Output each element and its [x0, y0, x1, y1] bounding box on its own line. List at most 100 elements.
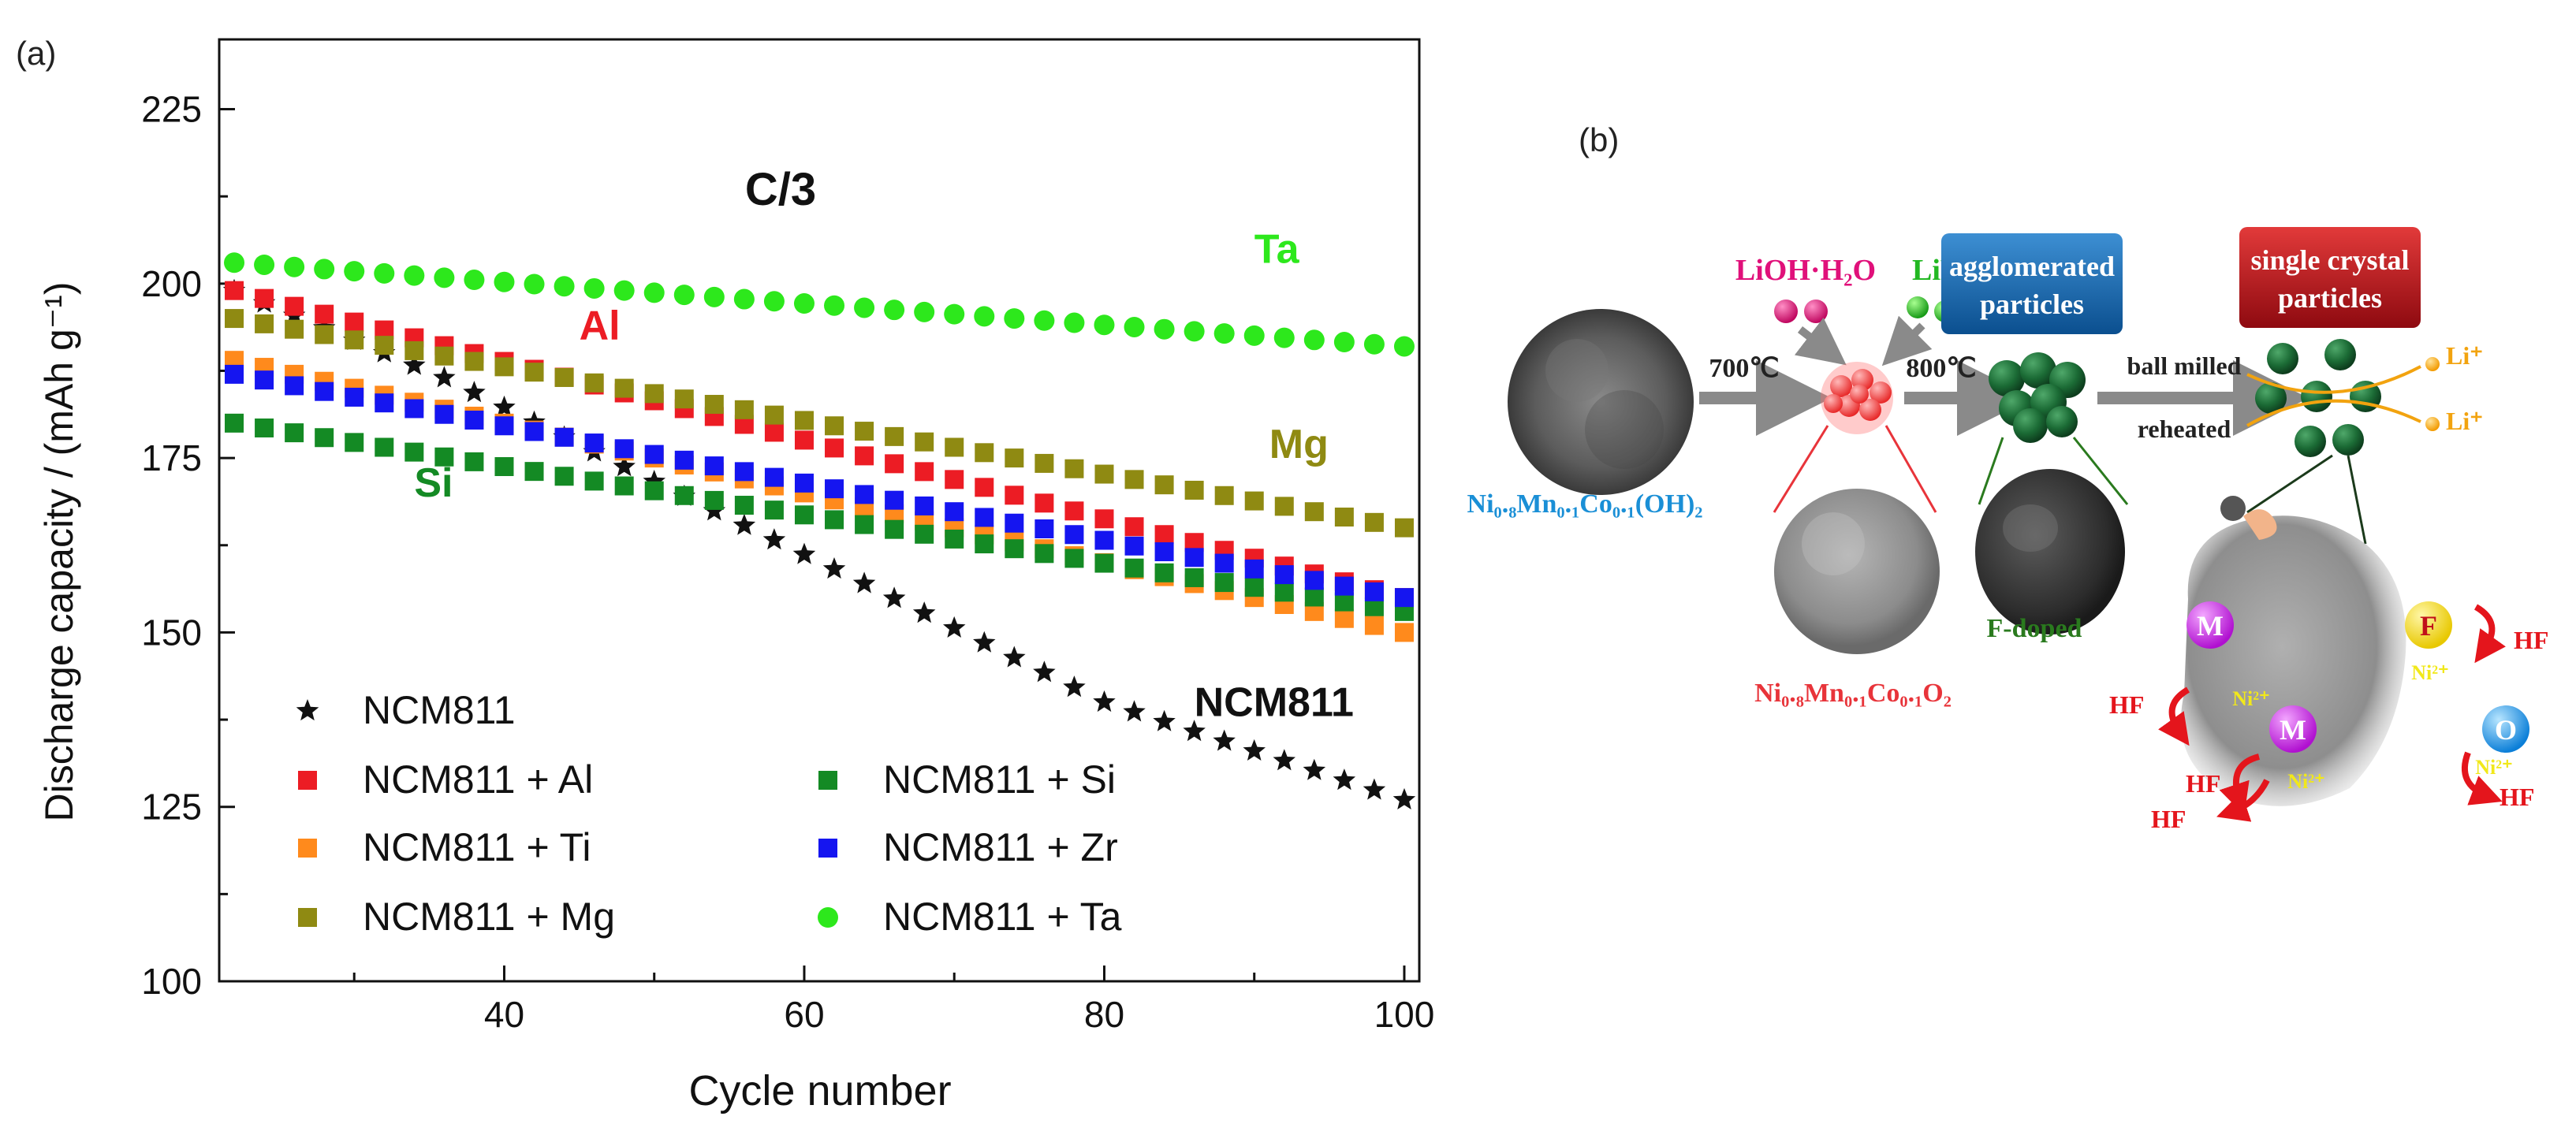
data-point: [1243, 739, 1266, 761]
data-point: [463, 381, 486, 403]
data-point: [1334, 508, 1354, 527]
plot-frame: [218, 38, 1421, 983]
panel-label-b: (b): [1579, 121, 1619, 158]
annotation-al: Al: [580, 303, 621, 349]
legend-item: NCM811 + Si: [818, 757, 1116, 802]
data-point: [1064, 525, 1084, 545]
y-tick-label: 200: [141, 263, 202, 304]
data-point: [1244, 578, 1264, 597]
data-point: [1244, 559, 1264, 579]
data-point: [583, 277, 605, 299]
series-ncm811-al: [225, 281, 1414, 608]
data-point: [674, 486, 694, 505]
y-tick-label: 225: [141, 89, 202, 130]
data-point: [554, 427, 574, 447]
data-point: [1274, 582, 1294, 602]
data-point: [1303, 758, 1326, 780]
data-point: [793, 293, 815, 314]
hf-label-5: HF: [2500, 783, 2534, 811]
data-point: [733, 513, 756, 535]
data-point: [764, 422, 784, 442]
data-point: [1035, 453, 1054, 473]
data-point: [1364, 512, 1384, 532]
data-point: [1064, 549, 1084, 568]
single-crystal-sem-image: [2181, 496, 2406, 806]
data-point: [794, 430, 814, 450]
data-point: [1004, 308, 1025, 329]
data-point: [643, 470, 665, 492]
legend-item: NCM811 + Al: [298, 757, 593, 802]
data-point: [945, 502, 964, 522]
data-point: [912, 601, 936, 623]
agglomerate-cluster: [1989, 352, 2086, 443]
data-point: [1154, 542, 1174, 562]
data-point: [614, 476, 634, 496]
data-point: [1124, 470, 1144, 489]
data-point: [643, 282, 665, 303]
data-point: [255, 314, 274, 333]
data-point: [464, 352, 484, 371]
data-point: [1183, 720, 1206, 742]
fdoped-sem-image: [1975, 469, 2125, 634]
precursor-formula: Ni₀.₈Mn₀.₁Co₀.₁(OH)₂: [1467, 489, 1703, 519]
metal-m1: [2186, 601, 2234, 649]
data-point: [345, 433, 364, 452]
data-point: [825, 479, 844, 499]
reagent-lioh: LiOH·H₂O: [1735, 254, 1876, 287]
data-point: [915, 524, 934, 544]
data-point: [644, 384, 664, 404]
data-point: [225, 364, 244, 384]
data-point: [1364, 616, 1384, 635]
chart-series-layer: [222, 252, 1416, 809]
hf-label-4: HF: [2151, 805, 2186, 833]
legend-marker: [298, 839, 317, 858]
data-point: [464, 410, 484, 430]
data-point: [794, 505, 814, 525]
data-point: [255, 288, 274, 308]
data-point: [1035, 544, 1054, 564]
data-point: [314, 259, 335, 280]
data-point: [1184, 480, 1204, 500]
single-crystal-line-1: single crystal: [2251, 244, 2410, 276]
data-point: [524, 363, 544, 382]
data-point: [822, 557, 846, 579]
legend-item: NCM811 + Ta: [818, 895, 1122, 939]
data-point: [734, 496, 754, 515]
data-point: [1333, 768, 1356, 791]
y-tick-label: 175: [141, 437, 202, 478]
data-point: [764, 405, 784, 425]
temp-700: 700℃: [1709, 354, 1779, 383]
data-point: [1184, 321, 1205, 342]
data-point: [285, 423, 304, 443]
legend-label: NCM811: [363, 688, 516, 732]
data-point: [704, 456, 724, 476]
chart-legend: NCM811 NCM811 + Al NCM811 + Ti NCM811 + Mg N…: [296, 688, 1122, 939]
data-point: [915, 462, 934, 482]
data-point: [315, 381, 334, 401]
data-point: [885, 490, 904, 510]
data-point: [854, 297, 875, 318]
data-point: [1364, 582, 1384, 601]
annotation-ncm811: NCM811: [1195, 680, 1354, 726]
lioh-ball-2: [1804, 300, 1828, 323]
li-ion-2: Li⁺: [2446, 407, 2483, 435]
data-point: [285, 319, 304, 339]
legend-marker: [818, 839, 837, 858]
data-point: [1005, 539, 1024, 559]
data-point: [284, 256, 305, 277]
data-point: [1124, 517, 1144, 537]
data-point: [1273, 749, 1295, 771]
data-point: [914, 301, 935, 322]
data-point: [1035, 493, 1054, 513]
schematic-b: (b) Ni₀.₈Mn₀.₁Co₀.₁(OH)₂ 700℃ LiOH·H₂O L…: [1467, 121, 2549, 833]
single-crystal-box: [2239, 227, 2421, 328]
lif-ball-1: [1907, 296, 1929, 318]
anion-f-label: F: [2420, 610, 2437, 642]
annotation-mg: Mg: [1269, 422, 1329, 467]
legend-marker: [296, 699, 319, 721]
chart-panel-a: (a) C/3 Cycle number Discharge capacity …: [16, 35, 1434, 1114]
data-point: [1094, 314, 1115, 336]
data-point: [733, 288, 755, 310]
series-ncm811-si: [225, 413, 1414, 621]
data-point: [855, 515, 874, 534]
